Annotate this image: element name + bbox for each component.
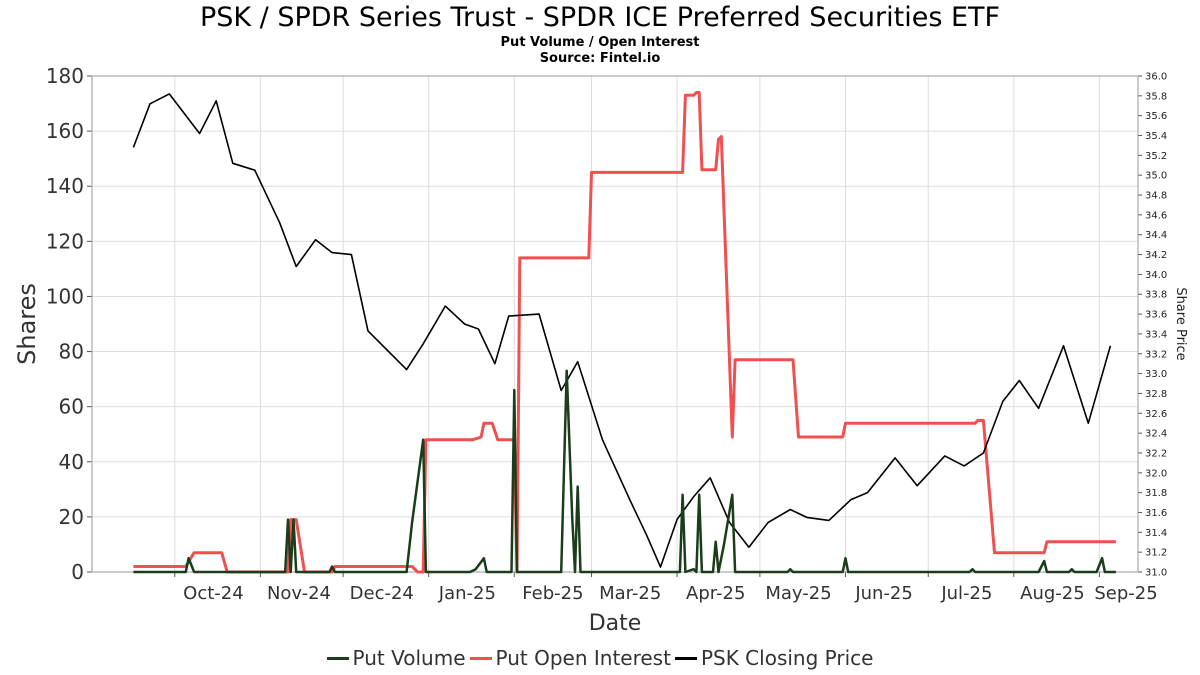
y2-tick-label: 32.8 bbox=[1145, 389, 1167, 400]
x-tick-label: Oct-24 bbox=[183, 583, 244, 604]
y2-tick-label: 32.0 bbox=[1145, 468, 1167, 479]
y-tick-label: 20 bbox=[59, 505, 84, 529]
x-axis-label: Date bbox=[589, 611, 642, 636]
x-tick-label: May-25 bbox=[765, 583, 831, 604]
x-tick-label: Nov-24 bbox=[267, 583, 331, 604]
y2-tick-label: 34.6 bbox=[1145, 210, 1167, 221]
y2-tick-label: 35.2 bbox=[1145, 151, 1167, 162]
y2-tick-label: 33.0 bbox=[1145, 369, 1167, 380]
x-tick-label: Mar-25 bbox=[599, 583, 661, 604]
x-tick-label: Sep-25 bbox=[1094, 583, 1157, 604]
y-tick-label: 120 bbox=[46, 229, 84, 253]
legend-item-closing-price: PSK Closing Price bbox=[674, 646, 874, 670]
y2-tick-label: 33.8 bbox=[1145, 290, 1167, 301]
legend-label-put-volume: Put Volume bbox=[352, 646, 466, 670]
y2-tick-label: 32.2 bbox=[1145, 448, 1167, 459]
y-tick-label: 160 bbox=[46, 119, 84, 143]
x-tick-label: Feb-25 bbox=[522, 583, 583, 604]
y-tick-label: 140 bbox=[46, 174, 84, 198]
y2-tick-label: 35.8 bbox=[1145, 91, 1167, 102]
chart-source: Source: Fintel.io bbox=[539, 51, 661, 66]
x-tick-label: Aug-25 bbox=[1020, 583, 1085, 604]
chart-title: PSK / SPDR Series Trust - SPDR ICE Prefe… bbox=[199, 2, 1001, 33]
y2-tick-label: 33.4 bbox=[1145, 329, 1167, 340]
x-tick-label: Jun-25 bbox=[854, 583, 913, 604]
y2-tick-label: 33.2 bbox=[1145, 349, 1167, 360]
y2-tick-label: 31.0 bbox=[1145, 568, 1167, 579]
y2-tick-label: 31.2 bbox=[1145, 548, 1167, 559]
y-tick-label: 80 bbox=[59, 340, 84, 364]
y2-tick-label: 35.4 bbox=[1145, 131, 1167, 142]
y2-tick-label: 34.4 bbox=[1145, 230, 1167, 241]
legend-label-put-open-interest: Put Open Interest bbox=[495, 646, 671, 670]
y2-tick-label: 31.6 bbox=[1145, 508, 1167, 519]
y-tick-label: 100 bbox=[46, 284, 84, 308]
y2-tick-label: 36.0 bbox=[1145, 72, 1167, 83]
y2-tick-label: 34.0 bbox=[1145, 270, 1167, 281]
legend-label-closing-price: PSK Closing Price bbox=[700, 646, 874, 670]
y2-axis-label: Share Price bbox=[1173, 287, 1188, 360]
y-tick-label: 60 bbox=[59, 395, 84, 419]
y2-tick-label: 34.8 bbox=[1145, 191, 1167, 202]
y2-tick-label: 35.0 bbox=[1145, 171, 1167, 182]
plot-frame bbox=[91, 75, 1139, 573]
y-tick-label: 40 bbox=[59, 450, 84, 474]
x-tick-label: Jan-25 bbox=[438, 583, 496, 604]
y2-tick-label: 31.4 bbox=[1145, 528, 1167, 539]
legend: Put Volume Put Open Interest PSK Closing… bbox=[0, 646, 1200, 670]
chart-subtitle: Put Volume / Open Interest bbox=[500, 35, 700, 50]
y-tick-label: 180 bbox=[46, 64, 84, 88]
y2-tick-label: 34.2 bbox=[1145, 250, 1167, 261]
legend-swatch-put-open-interest bbox=[469, 656, 492, 660]
y2-tick-label: 32.6 bbox=[1145, 409, 1167, 420]
y2-tick-label: 33.6 bbox=[1145, 310, 1167, 321]
y2-tick-label: 31.8 bbox=[1145, 488, 1167, 499]
y2-tick-label: 32.4 bbox=[1145, 429, 1167, 440]
series-line-closing-price bbox=[132, 93, 1112, 568]
y-tick-label: 0 bbox=[71, 560, 84, 584]
y-axis-label: Shares bbox=[13, 283, 41, 365]
legend-swatch-put-volume bbox=[326, 656, 349, 660]
legend-item-put-open-interest: Put Open Interest bbox=[469, 646, 671, 670]
y2-tick-label: 35.6 bbox=[1145, 111, 1167, 122]
x-tick-label: Jul-25 bbox=[940, 583, 992, 604]
series-line-put-volume bbox=[133, 369, 1116, 574]
x-tick-label: Apr-25 bbox=[686, 583, 745, 604]
legend-swatch-closing-price bbox=[674, 656, 697, 660]
x-tick-label: Dec-24 bbox=[350, 583, 414, 604]
series-line-put-open-interest bbox=[133, 91, 1116, 574]
legend-item-put-volume: Put Volume bbox=[326, 646, 466, 670]
